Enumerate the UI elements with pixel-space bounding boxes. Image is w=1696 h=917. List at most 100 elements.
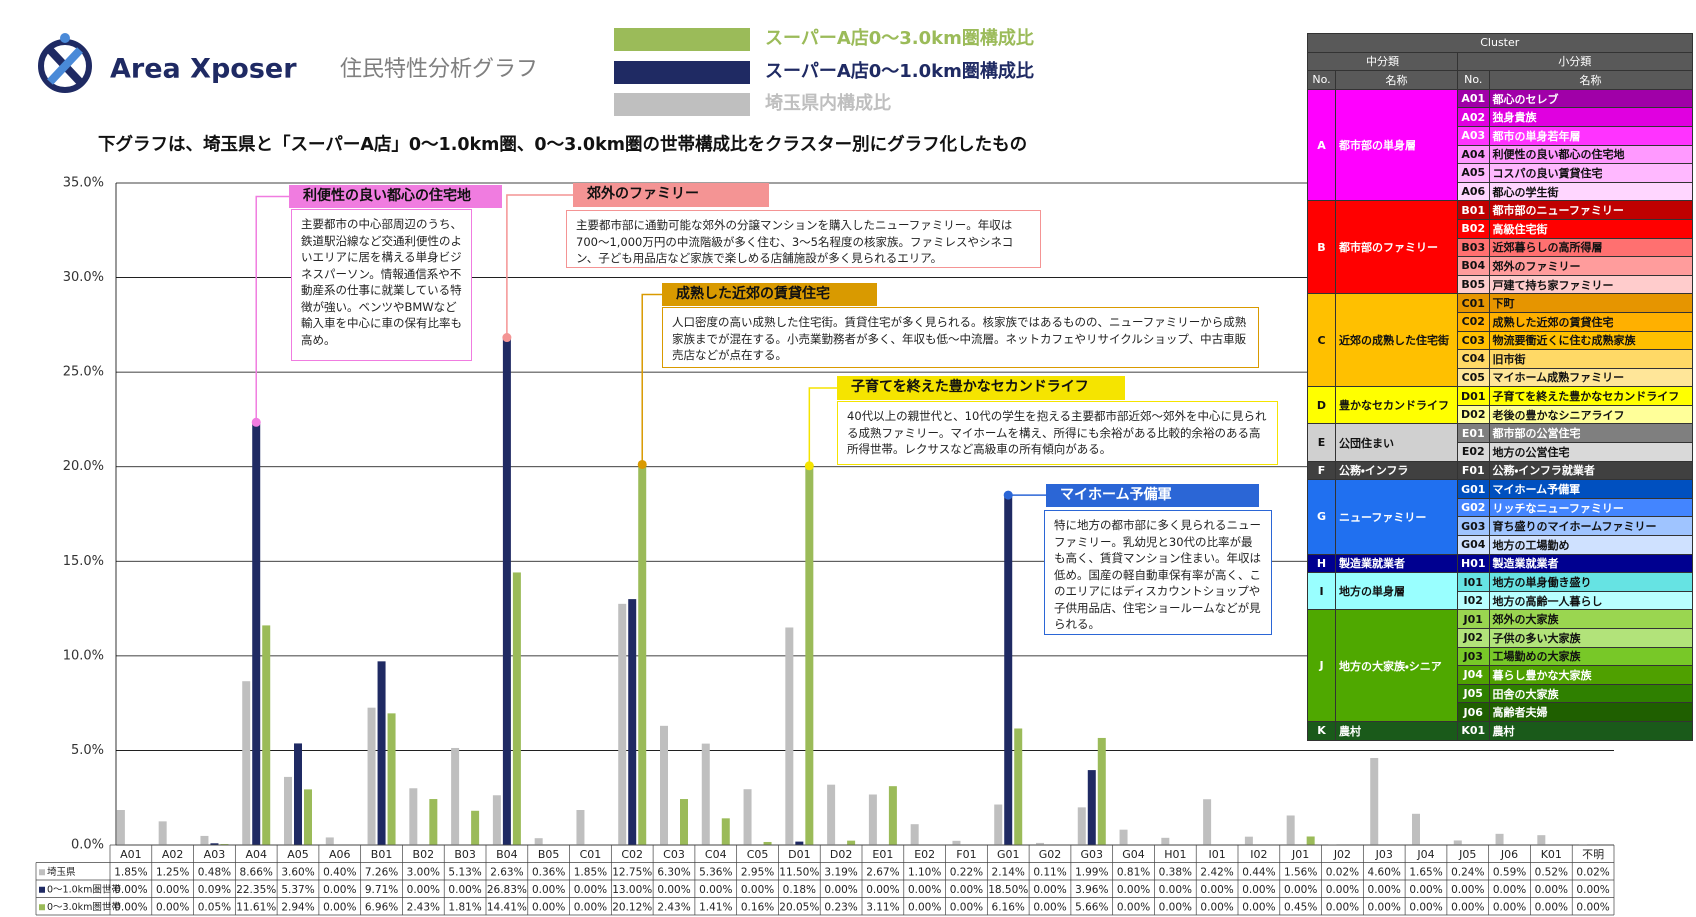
- table-value: 0.09%: [198, 884, 231, 896]
- table-value: 0.00%: [1368, 884, 1401, 896]
- item-no: B05: [1457, 274, 1490, 295]
- bar: [1004, 495, 1013, 845]
- table-value: 9.71%: [365, 884, 398, 896]
- bar: [429, 799, 438, 845]
- bar: [994, 804, 1003, 845]
- item-name: 戸建て持ち家ファミリー: [1488, 274, 1693, 295]
- item-name: 農村: [1488, 720, 1693, 741]
- bar: [1286, 815, 1295, 845]
- legend-label: 埼玉県内構成比: [765, 92, 891, 114]
- item-name: 高級住宅街: [1488, 218, 1693, 239]
- item-name: 地方の公営住宅: [1488, 442, 1693, 462]
- table-value: 14.41%: [487, 901, 527, 913]
- y-tick-label: 5.0%: [71, 743, 104, 758]
- item-name: 高齢者夫婦: [1488, 702, 1693, 722]
- item-no: A02: [1457, 107, 1490, 127]
- callout-body: 人口密度の高い成熟した住宅街。賃貸住宅が多く見られる。核家族ではあるものの、ニュ…: [662, 307, 1259, 368]
- bar: [1087, 770, 1096, 845]
- bar: [910, 824, 919, 845]
- legend-swatch: [614, 93, 750, 116]
- group-no: C: [1307, 293, 1336, 388]
- table-value: 0.02%: [1326, 866, 1359, 878]
- bar: [304, 789, 312, 845]
- x-tick-label: D02: [830, 848, 852, 861]
- bar: [387, 713, 396, 845]
- table-value: 4.60%: [1368, 866, 1401, 878]
- item-name: 子供の多い大家族: [1488, 628, 1693, 648]
- table-value: 0.00%: [1200, 901, 1233, 913]
- bar: [638, 464, 647, 845]
- table-value: 0.00%: [908, 884, 941, 896]
- bar: [888, 786, 897, 845]
- group-no: D: [1307, 386, 1336, 425]
- table-value: 0.38%: [1159, 866, 1192, 878]
- y-tick-label: 30.0%: [63, 270, 104, 285]
- bar: [660, 725, 668, 845]
- item-no: C01: [1457, 293, 1490, 313]
- callout-dot: [804, 461, 814, 471]
- x-tick-label: E01: [872, 848, 893, 861]
- table-value: 0.00%: [1451, 884, 1484, 896]
- table-value: 22.35%: [236, 884, 276, 896]
- table-value: 0.00%: [1326, 884, 1359, 896]
- table-value: 3.00%: [407, 866, 440, 878]
- bar: [325, 837, 334, 845]
- legend-label: スーパーA店0～1.0km圏構成比: [765, 60, 1034, 82]
- logo-icon: [38, 33, 92, 93]
- x-tick-label: J03: [1375, 848, 1393, 861]
- bar: [284, 776, 292, 845]
- x-tick-label: C02: [621, 848, 643, 861]
- item-no: K01: [1457, 720, 1490, 741]
- bar: [492, 795, 501, 845]
- bar: [1244, 836, 1253, 845]
- table-value: 5.37%: [281, 884, 314, 896]
- item-no: E01: [1457, 423, 1490, 444]
- group-no: J: [1307, 609, 1336, 722]
- table-value: 0.00%: [1409, 901, 1442, 913]
- x-tick-label: H01: [1164, 848, 1186, 861]
- table-value: 0.00%: [156, 884, 189, 896]
- table-value: 0.00%: [741, 884, 774, 896]
- item-name: 地方の単身働き盛り: [1488, 572, 1693, 592]
- x-tick-label: A01: [120, 848, 142, 861]
- table-value: 0.00%: [1493, 884, 1526, 896]
- x-tick-label: I01: [1208, 848, 1225, 861]
- table-value: 1.10%: [908, 866, 941, 878]
- table-value: 0.36%: [532, 866, 565, 878]
- item-name: 地方の高齢一人暮らし: [1488, 590, 1693, 611]
- item-no: A06: [1457, 181, 1490, 202]
- table-value: 2.43%: [657, 901, 690, 913]
- item-name: 公務・インフラ就業者: [1488, 460, 1693, 481]
- x-tick-label: D01: [788, 848, 810, 861]
- group-no: A: [1307, 88, 1336, 202]
- y-tick-label: 20.0%: [63, 459, 104, 474]
- callout-title: 利便性の良い都心の住宅地: [289, 185, 502, 208]
- column-header: No.: [1307, 70, 1336, 90]
- item-name: 郊外の大家族: [1488, 609, 1693, 629]
- bar: [680, 799, 688, 845]
- table-value: 0.44%: [1242, 866, 1275, 878]
- x-tick-label: I02: [1250, 848, 1267, 861]
- table-value: 3.96%: [1075, 884, 1108, 896]
- table-swatch: [39, 869, 45, 876]
- table-value: 0.52%: [1535, 866, 1568, 878]
- item-name: 子育てを終えた豊かなセカンドライフ: [1488, 386, 1693, 406]
- bar: [294, 743, 302, 845]
- table-value: 5.66%: [1075, 901, 1108, 913]
- item-name: 地方の工場勤め: [1488, 535, 1693, 555]
- table-value: 1.56%: [1284, 866, 1317, 878]
- table-value: 0.00%: [448, 884, 481, 896]
- group-name: 都市部のファミリー: [1335, 200, 1458, 295]
- y-tick-label: 25.0%: [63, 365, 104, 380]
- table-value: 1.25%: [156, 866, 189, 878]
- bar: [1412, 813, 1420, 845]
- y-tick-label: 15.0%: [63, 554, 104, 569]
- table-value: 3.11%: [866, 901, 899, 913]
- callout-line: [506, 194, 573, 338]
- item-no: J05: [1457, 683, 1490, 704]
- item-name: 下町: [1488, 293, 1693, 313]
- x-tick-label: G04: [1122, 848, 1145, 861]
- table-value: 0.00%: [1535, 884, 1568, 896]
- bar: [1495, 833, 1504, 845]
